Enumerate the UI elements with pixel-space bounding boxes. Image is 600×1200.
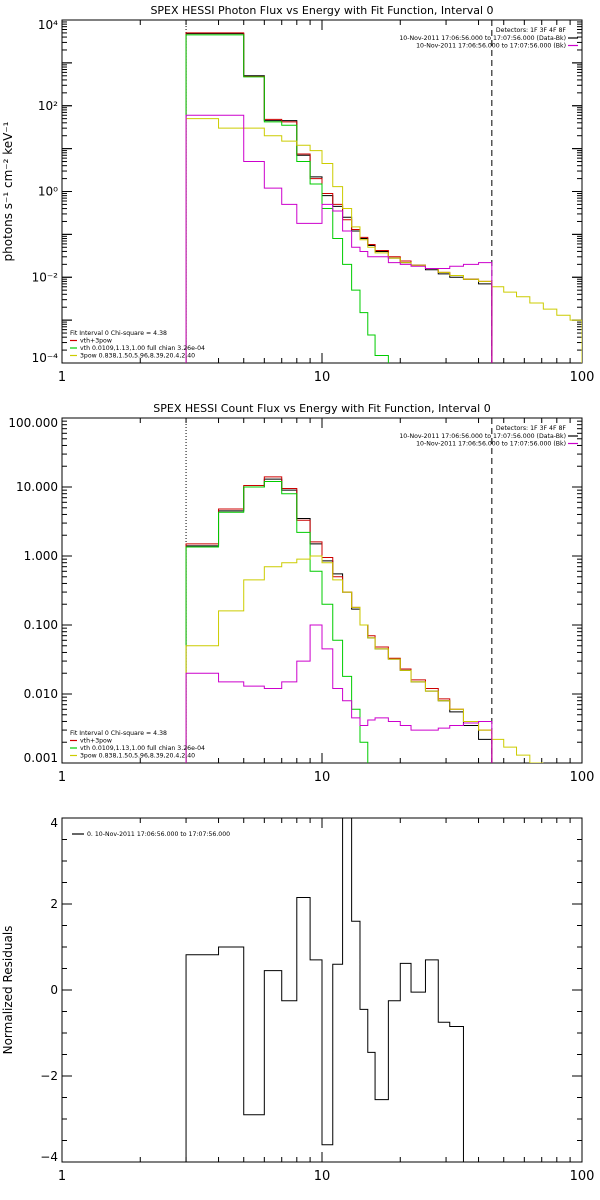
- series-line-3pow: [185, 118, 582, 363]
- y-axis-label-3: Normalized Residuals: [1, 926, 15, 1055]
- y-tick-label: 0: [50, 983, 58, 997]
- y-tick-label: 0.001: [24, 751, 58, 765]
- y-tick-label: 10⁴: [38, 18, 58, 32]
- series-line-bk: [185, 624, 493, 763]
- y-tick-label: 0.010: [24, 687, 58, 701]
- legend-label: vth 0.0109,1.13,1.00 full chian 3.26e-04: [80, 745, 205, 752]
- legend-header: Detectors: 1F 3F 4F 8F: [496, 27, 567, 34]
- x-tick-label: 1: [58, 1169, 66, 1184]
- y-ticks-3: [62, 817, 582, 1163]
- legend-fit-2: Fit Interval 0 Chi-square = 4.38vth+3pow…: [70, 730, 205, 760]
- series-line-0-10-nov-2011-17-06-56-000-to-17-07-56-000: [185, 818, 464, 1162]
- series-line-vth-3pow: [185, 476, 493, 763]
- chart-panel-2: SPEX HESSI Count Flux vs Energy with Fit…: [8, 402, 594, 785]
- legend-3: 0. 10-Nov-2011 17:06:56.000 to 17:07:56.…: [72, 831, 230, 838]
- series-line-vth-3pow: [185, 32, 493, 363]
- y-tick-label: 4: [50, 816, 58, 830]
- series-group-2: [185, 476, 544, 763]
- x-tick-label: 10: [314, 1169, 331, 1184]
- series-line-3pow: [185, 555, 544, 763]
- y-tick-label: 10²: [38, 99, 58, 113]
- x-tick-label: 100: [570, 770, 595, 785]
- legend-label: 3pow 0.838,1.50,5.96,8.39,20.4,2.40: [80, 353, 195, 360]
- y-tick-label: 0.100: [24, 618, 58, 632]
- y-tick-label: −2: [40, 1069, 58, 1083]
- series-line-vth: [185, 481, 369, 763]
- x-tick-label: 1: [58, 370, 66, 385]
- legend-header: Detectors: 1F 3F 4F 8F: [496, 425, 567, 432]
- y-tick-label: 1.000: [24, 549, 58, 563]
- y-tick-label: 100.000: [8, 416, 58, 430]
- series-line-vth: [185, 34, 401, 363]
- y-axis-label-1: photons s⁻¹ cm⁻² keV⁻¹: [1, 121, 15, 261]
- legend-label: 10-Nov-2011 17:06:56.000 to 17:07:56.000…: [416, 43, 566, 50]
- y-tick-label: −4: [40, 1150, 58, 1164]
- y-tick-label: 10.000: [16, 480, 58, 494]
- legend-label: 10-Nov-2011 17:06:56.000 to 17:07:56.000…: [399, 433, 566, 440]
- y-tick-label: 10⁰: [38, 185, 58, 199]
- x-tick-label: 100: [570, 1169, 595, 1184]
- x-ticks-1: [61, 20, 583, 363]
- legend-label: 0. 10-Nov-2011 17:06:56.000 to 17:07:56.…: [87, 831, 230, 838]
- y-ticks-2: [62, 417, 582, 764]
- y-tick-label: 2: [50, 897, 58, 911]
- series-line-data-bk: [185, 33, 493, 363]
- legend-label: 10-Nov-2011 17:06:56.000 to 17:07:56.000…: [416, 441, 566, 448]
- series-line-data-bk: [185, 478, 493, 763]
- legend-fit-1: Fit Interval 0 Chi-square = 4.38vth+3pow…: [70, 330, 205, 360]
- legend-label: 10-Nov-2011 17:06:56.000 to 17:07:56.000…: [399, 35, 566, 42]
- legend-label: vth+3pow: [80, 338, 112, 345]
- fit-legend-header: Fit Interval 0 Chi-square = 4.38: [70, 730, 167, 737]
- y-tick-label: 10⁻⁴: [32, 351, 59, 365]
- legend-label: vth+3pow: [80, 738, 112, 745]
- series-group-1: [185, 32, 582, 363]
- fit-legend-header: Fit Interval 0 Chi-square = 4.38: [70, 330, 167, 337]
- chart-panel-1: SPEX HESSI Photon Flux vs Energy with Fi…: [1, 4, 594, 385]
- x-tick-label: 10: [314, 370, 331, 385]
- y-tick-label: 10⁻²: [32, 270, 59, 284]
- y-ticks-1: [62, 19, 582, 364]
- legend-label: 3pow 0.838,1.50,5.96,8.39,20.4,2.40: [80, 753, 195, 760]
- chart-panel-3: Normalized Residuals 1 10 100 −4 −2 0 2 4 0. 10-N…: [1, 816, 594, 1184]
- legend-label: vth 0.0109,1.13,1.00 full chian 3.26e-04: [80, 345, 205, 352]
- x-tick-label: 10: [314, 770, 331, 785]
- x-tick-label: 100: [570, 370, 595, 385]
- x-tick-label: 1: [58, 770, 66, 785]
- x-ticks-3: [61, 818, 583, 1162]
- chart-title-1: SPEX HESSI Photon Flux vs Energy with Fi…: [150, 4, 493, 17]
- chart-title-2: SPEX HESSI Count Flux vs Energy with Fit…: [153, 402, 490, 415]
- series-line-bk: [185, 114, 493, 363]
- series-group-3: [185, 818, 464, 1162]
